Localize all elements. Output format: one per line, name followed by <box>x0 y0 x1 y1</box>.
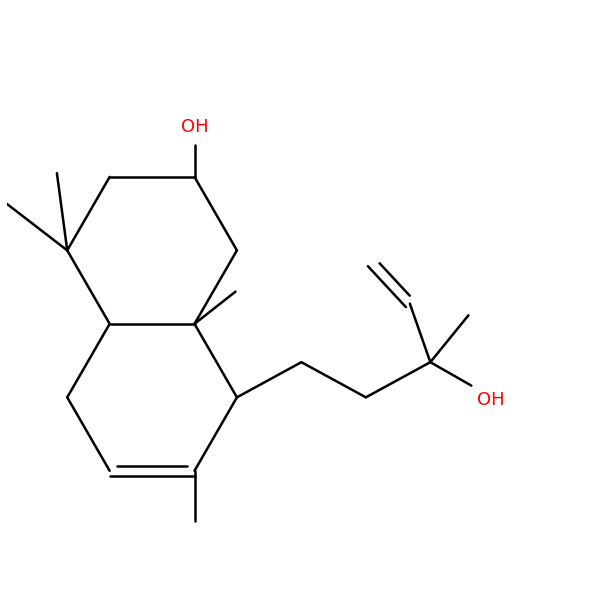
Text: OH: OH <box>181 118 208 136</box>
Text: OH: OH <box>477 391 505 409</box>
